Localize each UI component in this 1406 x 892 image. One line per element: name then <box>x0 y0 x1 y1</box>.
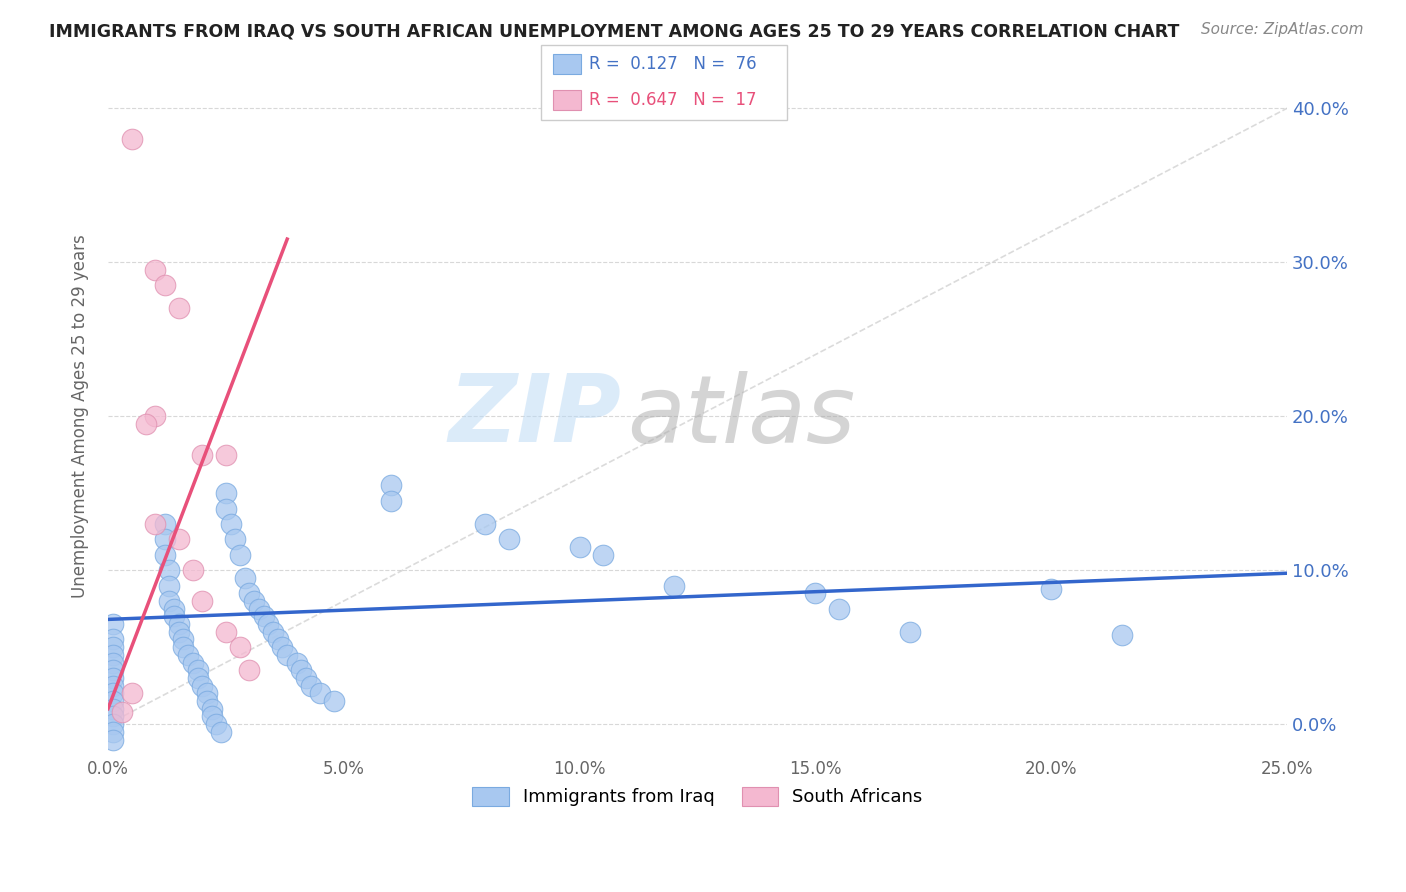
Point <box>323 694 346 708</box>
Point <box>229 640 252 654</box>
Point <box>299 679 322 693</box>
Point <box>233 571 256 585</box>
Point <box>498 533 520 547</box>
Point <box>201 702 224 716</box>
Point <box>177 648 200 662</box>
Point <box>276 648 298 662</box>
Point <box>101 617 124 632</box>
Point <box>253 609 276 624</box>
Point <box>224 533 246 547</box>
Point <box>191 679 214 693</box>
Point <box>153 533 176 547</box>
Text: ZIP: ZIP <box>449 370 621 462</box>
Point <box>290 663 312 677</box>
Point <box>191 594 214 608</box>
Point <box>474 516 496 531</box>
Point <box>101 717 124 731</box>
Point <box>101 663 124 677</box>
Point <box>111 705 134 719</box>
Point <box>285 656 308 670</box>
Point <box>167 533 190 547</box>
Point <box>201 709 224 723</box>
Point <box>101 632 124 647</box>
Point <box>209 724 232 739</box>
Point <box>191 448 214 462</box>
Point <box>592 548 614 562</box>
Point <box>215 448 238 462</box>
Point <box>662 578 685 592</box>
Point <box>163 601 186 615</box>
Point <box>238 663 260 677</box>
Point <box>898 624 921 639</box>
Point <box>243 594 266 608</box>
Point <box>229 548 252 562</box>
Point <box>187 671 209 685</box>
Legend: Immigrants from Iraq, South Africans: Immigrants from Iraq, South Africans <box>465 780 929 814</box>
Point <box>257 617 280 632</box>
Text: Source: ZipAtlas.com: Source: ZipAtlas.com <box>1201 22 1364 37</box>
Point <box>143 409 166 424</box>
Point <box>101 648 124 662</box>
Point <box>121 686 143 700</box>
Point <box>167 617 190 632</box>
Point <box>828 601 851 615</box>
Point <box>101 656 124 670</box>
Point <box>804 586 827 600</box>
Point <box>1111 628 1133 642</box>
Point <box>167 624 190 639</box>
Point <box>143 263 166 277</box>
Point <box>380 493 402 508</box>
Point <box>309 686 332 700</box>
Point <box>181 563 204 577</box>
Point <box>143 516 166 531</box>
Point <box>205 717 228 731</box>
Point <box>187 663 209 677</box>
Point <box>153 516 176 531</box>
Point <box>172 640 194 654</box>
Point <box>121 132 143 146</box>
Point <box>101 694 124 708</box>
Point <box>153 548 176 562</box>
Text: R =  0.127   N =  76: R = 0.127 N = 76 <box>589 55 756 73</box>
Point <box>101 679 124 693</box>
Point <box>380 478 402 492</box>
Point <box>247 601 270 615</box>
Y-axis label: Unemployment Among Ages 25 to 29 years: Unemployment Among Ages 25 to 29 years <box>72 235 89 598</box>
Point <box>262 624 284 639</box>
Point <box>135 417 157 431</box>
Text: IMMIGRANTS FROM IRAQ VS SOUTH AFRICAN UNEMPLOYMENT AMONG AGES 25 TO 29 YEARS COR: IMMIGRANTS FROM IRAQ VS SOUTH AFRICAN UN… <box>49 22 1180 40</box>
Point <box>271 640 294 654</box>
Point <box>101 686 124 700</box>
Point <box>568 540 591 554</box>
Point <box>153 278 176 293</box>
Point <box>163 609 186 624</box>
Point <box>238 586 260 600</box>
Point <box>101 724 124 739</box>
Point <box>157 563 180 577</box>
Point <box>295 671 318 685</box>
Point <box>167 301 190 316</box>
Text: atlas: atlas <box>627 371 855 462</box>
Point <box>215 501 238 516</box>
Point <box>101 671 124 685</box>
Point <box>157 594 180 608</box>
Text: R =  0.647   N =  17: R = 0.647 N = 17 <box>589 91 756 109</box>
Point <box>101 702 124 716</box>
Point <box>267 632 290 647</box>
Point <box>181 656 204 670</box>
Point <box>215 624 238 639</box>
Point <box>101 732 124 747</box>
Point <box>101 709 124 723</box>
Point <box>1040 582 1063 596</box>
Point <box>101 640 124 654</box>
Point <box>219 516 242 531</box>
Point <box>195 686 218 700</box>
Point <box>172 632 194 647</box>
Point <box>215 486 238 500</box>
Point <box>157 578 180 592</box>
Point <box>195 694 218 708</box>
